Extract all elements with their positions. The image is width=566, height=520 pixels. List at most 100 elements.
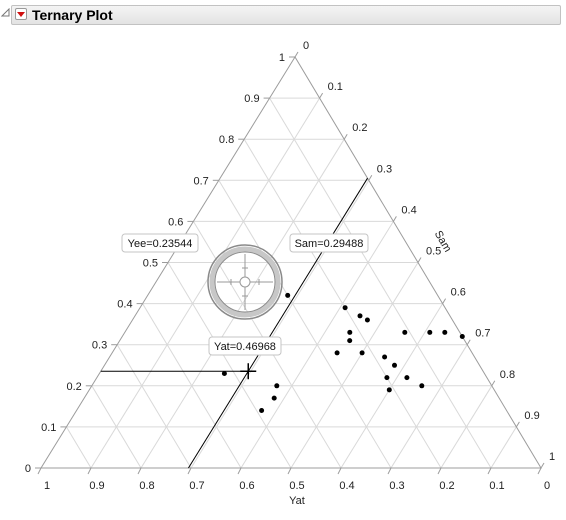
bottom-tick-label: 0.5 bbox=[289, 480, 304, 492]
data-point bbox=[221, 371, 227, 376]
grid-line-yat bbox=[65, 426, 92, 469]
data-point bbox=[427, 329, 433, 335]
yat-callout-text: Yat=0.46968 bbox=[214, 341, 276, 353]
data-point bbox=[392, 362, 397, 368]
bottom-tick-mark bbox=[437, 467, 442, 475]
report-title: Ternary Plot bbox=[32, 7, 113, 23]
crosshair-callouts: Yee=0.23544 Sam=0.29488 Yat=0.46968 bbox=[121, 233, 369, 356]
data-point bbox=[386, 387, 392, 393]
data-point bbox=[404, 375, 410, 381]
left-tick-label: 1 bbox=[279, 52, 285, 64]
grid-line-sam bbox=[440, 385, 493, 469]
ternary-grid bbox=[65, 97, 517, 469]
right-tick-mark bbox=[540, 462, 545, 469]
right-tick-label: 0.1 bbox=[328, 81, 343, 93]
sam-callout-box bbox=[289, 233, 369, 253]
right-tick-mark bbox=[491, 380, 496, 387]
bottom-tick-label: 0.6 bbox=[239, 480, 254, 492]
data-point bbox=[359, 350, 365, 356]
left-tick-label: 0.3 bbox=[92, 340, 107, 352]
bottom-tick-mark bbox=[537, 467, 542, 475]
right-tick-label: 0.3 bbox=[377, 163, 392, 175]
right-tick-mark bbox=[417, 257, 422, 263]
left-tick-label: 0.5 bbox=[143, 258, 158, 270]
data-point bbox=[334, 350, 340, 356]
right-tick-mark bbox=[466, 339, 471, 345]
right-tick-label: 0.2 bbox=[352, 122, 367, 134]
grid-line-sam bbox=[290, 262, 419, 469]
data-point bbox=[342, 305, 348, 311]
bottom-tick-label: 0.9 bbox=[89, 480, 104, 492]
right-tick-label: 1 bbox=[549, 451, 555, 463]
red-triangle-menu-icon[interactable] bbox=[15, 8, 27, 20]
bottom-tick-label: 0.7 bbox=[189, 480, 204, 492]
right-tick-mark bbox=[392, 216, 397, 222]
yat-callout-box bbox=[208, 336, 282, 356]
right-tick-label: 0.9 bbox=[524, 410, 539, 422]
yee-callout-box bbox=[121, 233, 199, 253]
data-point bbox=[347, 338, 353, 344]
left-tick-label: 0.2 bbox=[67, 381, 82, 393]
bottom-tick-label: 0 bbox=[544, 480, 550, 492]
data-point bbox=[384, 375, 390, 381]
bottom-tick-mark bbox=[137, 467, 142, 475]
left-tick-label: 0.1 bbox=[41, 422, 56, 434]
left-tick-label: 0.4 bbox=[117, 299, 132, 311]
bottom-tick-label: 0.4 bbox=[339, 480, 354, 492]
right-tick-mark bbox=[343, 133, 348, 140]
right-tick-mark bbox=[319, 92, 324, 99]
data-point bbox=[271, 395, 277, 401]
right-tick-mark bbox=[294, 51, 299, 58]
bottom-tick-label: 1 bbox=[44, 480, 50, 492]
data-points bbox=[221, 292, 465, 413]
data-point bbox=[285, 292, 291, 298]
right-tick-mark bbox=[368, 175, 373, 181]
sam-callout-text: Sam=0.29488 bbox=[295, 238, 364, 250]
grid-line-yat bbox=[91, 385, 142, 469]
bottom-tick-mark bbox=[337, 467, 342, 475]
data-point bbox=[402, 329, 408, 335]
grid-line-yat bbox=[167, 262, 292, 469]
bottom-tick-mark bbox=[37, 467, 42, 475]
crosshair-tool-inner-ring bbox=[214, 251, 276, 313]
bottom-tick-label: 0.1 bbox=[489, 480, 504, 492]
bottom-tick-label: 0.2 bbox=[439, 480, 454, 492]
crosshair-tool-center bbox=[239, 276, 251, 288]
bottom-tick-mark bbox=[187, 467, 192, 475]
left-tick-label: 0.7 bbox=[194, 175, 209, 187]
right-tick-label: 0.8 bbox=[500, 369, 515, 381]
data-point bbox=[382, 354, 388, 360]
left-tick-label: 0.8 bbox=[219, 134, 234, 146]
grid-line-sam bbox=[190, 180, 370, 469]
bottom-tick-mark bbox=[237, 467, 242, 475]
yee-callout-text: Yee=0.23544 bbox=[128, 238, 193, 250]
crosshair-tool-ring bbox=[209, 246, 281, 318]
grid-line-yat bbox=[116, 344, 192, 469]
bottom-axis-label: Yat bbox=[289, 495, 305, 507]
grid-line-yat bbox=[218, 180, 392, 469]
grid-line-sam bbox=[390, 344, 468, 469]
data-point bbox=[274, 383, 280, 389]
crosshair-tool[interactable] bbox=[207, 244, 283, 320]
bottom-tick-label: 0.8 bbox=[139, 480, 154, 492]
right-tick-mark bbox=[515, 421, 520, 428]
bottom-tick-mark bbox=[87, 467, 92, 475]
bottom-tick-label: 0.3 bbox=[389, 480, 404, 492]
data-point bbox=[459, 334, 465, 339]
data-point bbox=[347, 329, 353, 335]
grid-line-sam bbox=[90, 97, 321, 469]
bottom-tick-mark bbox=[387, 467, 392, 475]
disclosure-triangle-icon[interactable] bbox=[1, 8, 10, 17]
grid-line-sam bbox=[490, 426, 517, 469]
crosshair-tool-outer-ring[interactable] bbox=[207, 244, 283, 320]
grid-line-sam bbox=[340, 303, 444, 469]
crosshair-line-yat bbox=[188, 370, 249, 469]
title-bar bbox=[11, 5, 561, 25]
bottom-tick-mark bbox=[487, 467, 492, 475]
right-tick-label: 0.6 bbox=[451, 287, 466, 299]
data-point bbox=[357, 313, 363, 319]
right-tick-label: 0 bbox=[303, 40, 309, 52]
right-tick-label: 0.7 bbox=[475, 328, 490, 340]
report-header: Ternary Plot bbox=[0, 0, 566, 28]
